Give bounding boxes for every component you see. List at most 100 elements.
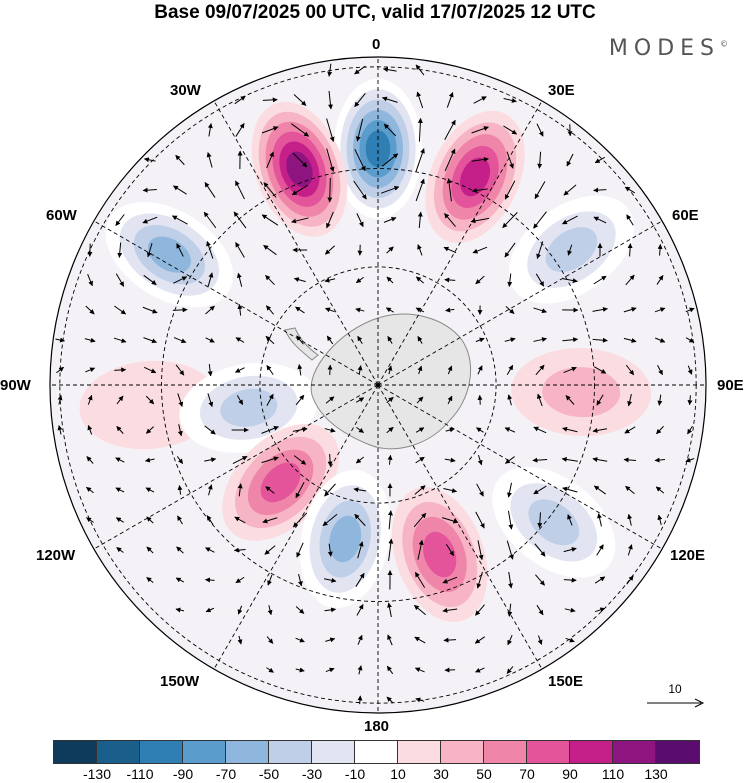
- reference-vector-label: 10: [668, 682, 682, 696]
- wind-arrow: [592, 428, 608, 433]
- wind-arrow: [232, 455, 248, 465]
- wind-arrow: [594, 156, 606, 164]
- wind-arrow: [567, 244, 573, 256]
- wind-arrow: [471, 187, 488, 193]
- wind-arrow: [565, 637, 575, 643]
- south-pole: [376, 383, 380, 387]
- wind-arrow: [235, 576, 245, 584]
- colorbar-tick-label: -50: [258, 766, 280, 782]
- lon-label-30w: 30W: [170, 82, 201, 99]
- wind-arrow: [326, 118, 335, 142]
- wind-arrow: [446, 91, 454, 108]
- wind-arrow: [387, 335, 393, 344]
- wind-arrow: [382, 67, 397, 73]
- meridian-line: [377, 384, 677, 558]
- wind-arrow: [595, 607, 606, 613]
- wind-arrow: [443, 488, 458, 493]
- wind-arrow: [447, 365, 453, 375]
- lon-label-120w: 120W: [36, 547, 76, 564]
- wind-arrow: [594, 576, 606, 584]
- wind-arrow: [293, 277, 306, 283]
- wind-arrow: [297, 364, 303, 376]
- wind-arrow: [477, 455, 483, 466]
- wind-arrow: [657, 514, 663, 525]
- anomaly-contour: [220, 388, 278, 427]
- wind-arrow: [235, 337, 245, 343]
- wind-arrow: [654, 307, 666, 313]
- wind-arrow: [657, 394, 663, 406]
- wind-arrow: [562, 337, 579, 343]
- colorbar-tick-label: -30: [301, 766, 323, 782]
- wind-arrow: [146, 577, 154, 583]
- wind-arrow: [533, 485, 547, 495]
- wind-arrow: [205, 305, 215, 315]
- wind-arrow: [443, 637, 457, 643]
- wind-arrow: [177, 424, 183, 437]
- lon-label-60e: 60E: [672, 207, 699, 224]
- latitude-circle: [161, 168, 595, 602]
- wind-arrow: [566, 153, 574, 167]
- wind-arrow: [176, 456, 184, 464]
- wind-arrow: [234, 367, 245, 373]
- lon-label-60w: 60W: [46, 207, 77, 224]
- colorbar-tick-label: -90: [172, 766, 194, 782]
- wind-arrow: [175, 607, 185, 613]
- wind-arrow: [86, 486, 94, 494]
- anomaly-contour: [260, 462, 301, 503]
- anomaly-contour: [286, 151, 313, 187]
- wind-arrow: [443, 246, 457, 254]
- wind-arrow: [505, 456, 515, 464]
- wind-arrow: [146, 242, 153, 258]
- wind-arrow: [206, 240, 214, 259]
- wind-arrow: [356, 426, 364, 434]
- wind-arrow: [534, 543, 546, 557]
- wind-arrow: [533, 426, 547, 434]
- wind-arrow: [386, 246, 394, 254]
- map-boundary: [49, 56, 707, 714]
- wind-arrow: [565, 395, 575, 405]
- wind-arrow: [506, 482, 512, 498]
- wind-arrow: [507, 603, 513, 617]
- wind-arrow: [176, 546, 184, 554]
- wind-arrow: [353, 487, 367, 493]
- wind-arrow: [327, 63, 333, 77]
- meridian-line: [79, 212, 379, 386]
- colorbar-swatch: [484, 741, 527, 763]
- wind-arrow: [506, 666, 514, 674]
- wind-arrow: [143, 274, 157, 286]
- wind-arrow: [537, 635, 543, 645]
- lon-label-120e: 120E: [670, 547, 706, 564]
- wind-arrow: [357, 634, 363, 645]
- graticule: [50, 57, 706, 713]
- wind-arrow: [386, 696, 394, 704]
- wind-arrow: [144, 457, 155, 463]
- wind-arrow: [413, 604, 426, 616]
- wind-arrow: [475, 337, 485, 343]
- wind-arrow: [56, 366, 65, 374]
- wind-arrow: [116, 426, 124, 434]
- wind-arrow: [507, 510, 514, 530]
- wind-arrow: [86, 517, 94, 523]
- wind-arrow: [267, 605, 273, 616]
- wind-arrow: [115, 273, 125, 287]
- wind-arrow: [263, 182, 277, 198]
- wind-arrow: [473, 96, 487, 104]
- lon-label-150w: 150W: [160, 673, 200, 690]
- wind-arrow: [415, 148, 425, 172]
- wind-arrow: [561, 456, 578, 462]
- wind-arrow: [291, 123, 310, 137]
- wind-arrow: [413, 512, 427, 528]
- wind-arrow: [593, 216, 607, 224]
- wind-arrow: [387, 602, 392, 618]
- wind-arrow: [296, 542, 304, 558]
- colorbar: [53, 740, 700, 764]
- wind-arrow: [381, 96, 398, 103]
- colorbar-swatch: [613, 741, 656, 763]
- wind-arrow: [114, 305, 127, 315]
- wind-arrow: [295, 306, 305, 314]
- wind-arrow: [204, 182, 216, 198]
- wind-arrow: [233, 211, 247, 229]
- wind-arrow: [325, 637, 336, 643]
- wind-arrow: [507, 635, 513, 646]
- wind-arrow: [477, 540, 484, 561]
